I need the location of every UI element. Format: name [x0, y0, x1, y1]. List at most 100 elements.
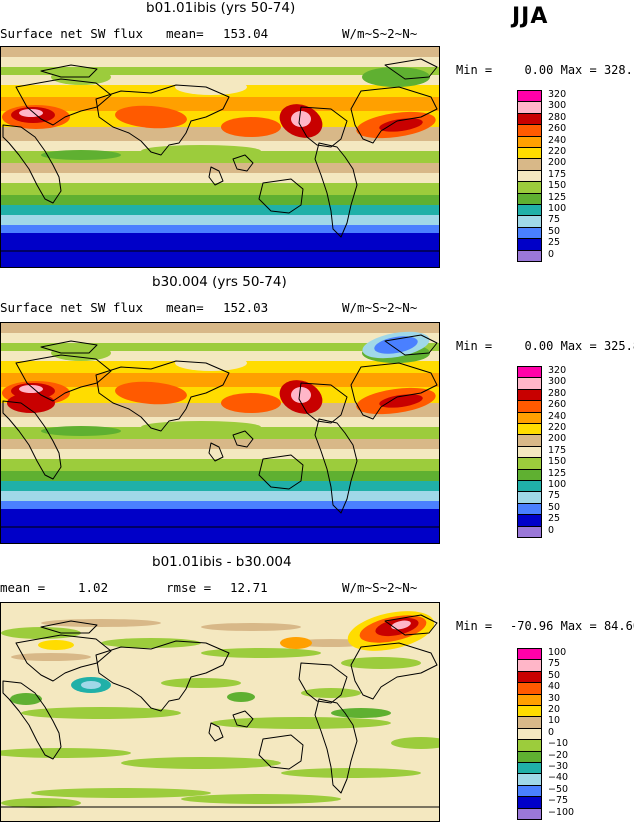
- coastline: [350, 362, 438, 420]
- field-contour: [227, 692, 255, 702]
- panel-3-max-label: Max =: [560, 619, 597, 633]
- latitude-band: [1, 403, 439, 417]
- coastline: [95, 360, 230, 432]
- coastline: [95, 84, 230, 156]
- latitude-band: [1, 491, 439, 501]
- colorbar-tick-label: 50: [548, 669, 561, 681]
- panel-1-max-label: Max =: [560, 63, 597, 77]
- colorbar-tick-label: 40: [548, 681, 561, 693]
- latitude-band: [1, 333, 439, 343]
- coastline: [314, 142, 358, 238]
- panel-2-min-label: Min =: [456, 339, 493, 353]
- colorbar-tick-label: 0: [548, 524, 555, 536]
- colorbar-tick-label: 300: [548, 376, 567, 388]
- coastline: [15, 354, 112, 402]
- coastline: [208, 166, 224, 186]
- colorbar-tick-label: 200: [548, 433, 567, 445]
- panel-1-colorbar: 320 300 280 260 240 220 200 175 150 125 100 75 50 25 0: [517, 89, 577, 262]
- latitude-band: [1, 323, 439, 333]
- colorbar-tick-label: 30: [548, 692, 561, 704]
- colorbar-tick-label: 220: [548, 146, 567, 157]
- field-contour: [31, 788, 211, 798]
- colorbar-tick-label: 75: [548, 658, 561, 670]
- coastline: [208, 722, 224, 742]
- colorbar-tick-label: 100: [548, 479, 567, 490]
- panel-3-max-value: 84.60: [603, 619, 634, 633]
- coastline: [384, 614, 438, 636]
- panel-1-min-label: Min =: [456, 63, 493, 77]
- field-contour: [291, 111, 311, 127]
- colorbar-tick-label: 0: [548, 248, 555, 260]
- latitude-band: [1, 163, 439, 173]
- panel-3-mean-label: mean =: [0, 580, 46, 595]
- colorbar-tick-label: 280: [548, 387, 567, 399]
- latitude-band: [1, 481, 439, 491]
- colorbar-tick-label: 50: [548, 225, 561, 237]
- latitude-band: [1, 225, 439, 233]
- panel-2-mean-value: 152.03: [223, 300, 269, 315]
- field-contour: [301, 688, 361, 698]
- latitude-band: [1, 343, 439, 351]
- coastline: [232, 710, 254, 728]
- field-contour: [201, 623, 301, 631]
- colorbar-tick-label: −10: [548, 738, 569, 750]
- latitude-band: [1, 67, 439, 75]
- panel-1-units: W/m~S~2~N~: [342, 26, 418, 41]
- panel-1-mean-value: 153.04: [223, 26, 269, 41]
- field-contour: [38, 640, 74, 650]
- field-contour: [141, 421, 261, 433]
- colorbar-swatch: [517, 525, 542, 538]
- latitude-band: [1, 373, 439, 387]
- coastline: [40, 64, 98, 78]
- colorbar-tick-label: 100: [548, 203, 567, 214]
- panel-1-map: [0, 46, 440, 268]
- panel-1-minmax: Min = 0.00 Max = 328.16: [456, 63, 634, 77]
- panel-2-variable-label: Surface net SW flux: [0, 300, 143, 315]
- colorbar-tick-label: 25: [548, 513, 561, 525]
- field-contour: [121, 757, 281, 769]
- panel-3-units: W/m~S~2~N~: [342, 580, 418, 595]
- field-contour: [379, 118, 423, 132]
- field-contour: [41, 150, 121, 160]
- field-contour: [211, 717, 391, 729]
- panel-3-min-label: Min =: [456, 619, 493, 633]
- latitude-band: [1, 97, 439, 111]
- colorbar-tick-label: 25: [548, 237, 561, 249]
- field-contour: [221, 117, 281, 137]
- colorbar-swatch: [517, 249, 542, 262]
- latitude-band: [1, 57, 439, 67]
- panel-3-map-plot: [1, 603, 439, 821]
- field-contour: [21, 707, 181, 719]
- latitude-band: [1, 501, 439, 509]
- field-contour: [181, 794, 341, 804]
- colorbar-tick-label: 125: [548, 467, 567, 479]
- coastline: [314, 698, 358, 794]
- field-contour: [141, 145, 261, 157]
- latitude-band: [1, 183, 439, 195]
- panel-2-map: [0, 322, 440, 544]
- panel-2-max-value: 325.87: [603, 339, 634, 353]
- latitude-band: [1, 439, 439, 449]
- field-contour: [7, 393, 55, 413]
- colorbar-tick-label: 175: [548, 444, 567, 456]
- field-contour: [362, 67, 430, 87]
- coastline: [258, 734, 304, 770]
- latitude-band: [1, 173, 439, 183]
- coastline: [232, 154, 254, 172]
- colorbar-tick-label: 0: [548, 726, 555, 738]
- field-contour: [291, 387, 311, 403]
- field-contour: [1, 748, 131, 758]
- field-contour: [341, 657, 421, 669]
- panel-2-min-value: 0.00: [524, 339, 554, 353]
- field-contour: [115, 381, 187, 405]
- coastline: [2, 124, 62, 204]
- coastline: [95, 640, 230, 712]
- panel-1-title: b01.01ibis (yrs 50-74): [146, 0, 296, 16]
- field-contour: [280, 637, 312, 649]
- latitude-band: [1, 215, 439, 225]
- panel-1-mean-label: mean=: [166, 26, 204, 41]
- field-contour: [281, 768, 421, 778]
- colorbar-tick-label: 175: [548, 168, 567, 180]
- coastline: [298, 662, 348, 704]
- field-contour: [391, 620, 411, 630]
